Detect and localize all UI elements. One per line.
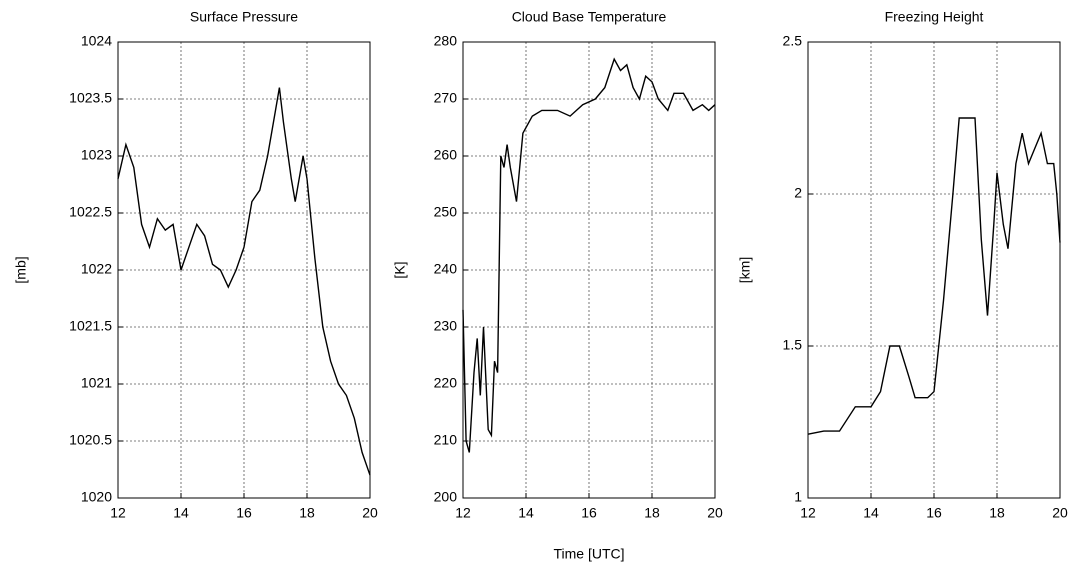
y-tick-label: 1 — [794, 489, 802, 505]
y-tick-label: 270 — [434, 90, 458, 106]
y-tick-label: 210 — [434, 432, 458, 448]
y-tick-label: 1.5 — [783, 337, 803, 353]
y-tick-label: 240 — [434, 261, 458, 277]
x-tick-label: 12 — [455, 505, 471, 521]
chart-title: Cloud Base Temperature — [512, 9, 667, 25]
x-tick-label: 16 — [236, 505, 252, 521]
y-tick-label: 1021.5 — [69, 318, 112, 334]
x-tick-label: 14 — [173, 505, 189, 521]
y-tick-label: 220 — [434, 375, 458, 391]
x-tick-label: 18 — [989, 505, 1005, 521]
x-axis-label: Time [UTC] — [553, 546, 624, 562]
y-tick-label: 1023.5 — [69, 90, 112, 106]
data-line — [117, 87, 371, 476]
axes-frame — [117, 41, 371, 499]
x-tick-label: 20 — [1052, 505, 1068, 521]
y-axis-label: [K] — [392, 261, 408, 278]
x-tick-label: 16 — [926, 505, 942, 521]
chart-title: Surface Pressure — [190, 9, 298, 25]
y-tick-label: 2 — [794, 185, 802, 201]
y-tick-label: 250 — [434, 204, 458, 220]
x-tick-label: 20 — [362, 505, 378, 521]
x-tick-label: 12 — [110, 505, 126, 521]
y-axis-label: [km] — [737, 257, 753, 283]
y-tick-label: 1021 — [81, 375, 112, 391]
y-tick-label: 200 — [434, 489, 458, 505]
y-tick-label: 1024 — [81, 33, 112, 49]
y-tick-label: 1020.5 — [69, 432, 112, 448]
y-tick-label: 1020 — [81, 489, 112, 505]
y-tick-label: 1023 — [81, 147, 112, 163]
y-tick-label: 280 — [434, 33, 458, 49]
y-axis-label: [mb] — [13, 256, 29, 283]
chart-title: Freezing Height — [885, 9, 984, 25]
x-tick-label: 18 — [299, 505, 315, 521]
x-tick-label: 20 — [707, 505, 723, 521]
x-tick-label: 18 — [644, 505, 660, 521]
data-line — [807, 117, 1061, 435]
y-tick-label: 260 — [434, 147, 458, 163]
y-tick-label: 230 — [434, 318, 458, 334]
y-tick-label: 2.5 — [783, 33, 803, 49]
axes-frame — [462, 41, 716, 499]
x-tick-label: 16 — [581, 505, 597, 521]
data-line — [462, 57, 716, 453]
x-tick-label: 14 — [518, 505, 534, 521]
y-tick-label: 1022.5 — [69, 204, 112, 220]
axes-frame — [807, 41, 1061, 499]
y-tick-label: 1022 — [81, 261, 112, 277]
x-tick-label: 12 — [800, 505, 816, 521]
x-tick-label: 14 — [863, 505, 879, 521]
